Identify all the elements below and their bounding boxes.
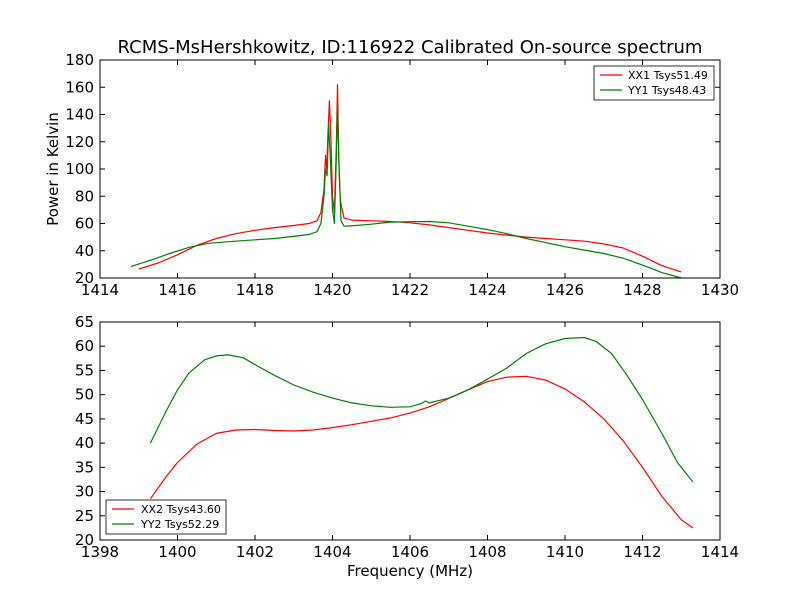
top-x-tick-label-2: 1418 [236, 281, 274, 299]
bottom-y-tick-label-9: 65 [75, 313, 94, 331]
top-x-tick-label-6: 1426 [546, 281, 584, 299]
top-y-tick-label-4: 100 [65, 160, 94, 178]
bottom-x-tick-label-4: 1406 [391, 543, 429, 561]
bottom-y-tick-label-3: 35 [75, 458, 94, 476]
top-axis-ticks: 1414 1416 1418 1420 1422 1424 1426 1428 1430 20 40… [65, 51, 739, 299]
bottom-y-tick-label-0: 20 [75, 531, 94, 549]
bottom-x-tick-label-5: 1408 [468, 543, 506, 561]
bottom-y-tick-label-2: 30 [75, 483, 94, 501]
bottom-legend: XX2 Tsys43.60 YY2 Tsys52.29 [105, 499, 227, 535]
bottom-legend-label-xx2: XX2 Tsys43.60 [141, 503, 221, 516]
bottom-y-tick-label-1: 25 [75, 507, 94, 525]
bottom-legend-label-yy2: YY2 Tsys52.29 [140, 518, 219, 531]
top-x-tick-label-4: 1422 [391, 281, 429, 299]
bottom-y-tick-label-8: 60 [75, 337, 94, 355]
top-x-tick-label-8: 1430 [701, 281, 739, 299]
bottom-x-axis-label: Frequency (MHz) [347, 562, 473, 580]
bottom-x-tick-label-7: 1412 [623, 543, 661, 561]
top-y-tick-label-7: 160 [65, 78, 94, 96]
bottom-x-tick-label-0: 1398 [81, 543, 119, 561]
bottom-y-tick-label-6: 50 [75, 386, 94, 404]
chart-title: RCMS-MsHershkowitz, ID:116922 Calibrated… [118, 37, 703, 58]
bottom-series-line-0 [149, 375, 694, 529]
top-legend-label-yy1: YY1 Tsys48.43 [627, 84, 706, 97]
bottom-x-tick-label-6: 1410 [546, 543, 584, 561]
bottom-axis-ticks: 1398 1400 1402 1404 1406 1408 1410 1412 1414 20 25… [75, 313, 739, 561]
bottom-y-tick-label-4: 40 [75, 434, 94, 452]
top-y-tick-label-5: 120 [65, 133, 94, 151]
bottom-series-lines [149, 336, 694, 529]
top-panel: 1414 1416 1418 1420 1422 1424 1426 1428 1430 20 40… [44, 51, 739, 299]
top-x-tick-label-3: 1420 [313, 281, 351, 299]
top-x-tick-label-1: 1416 [158, 281, 196, 299]
top-legend-box [593, 65, 715, 101]
top-y-tick-label-1: 40 [75, 242, 94, 260]
bottom-y-tick-label-5: 45 [75, 410, 94, 428]
bottom-x-tick-label-3: 1404 [313, 543, 351, 561]
bottom-y-tick-label-7: 55 [75, 361, 94, 379]
top-y-axis-label: Power in Kelvin [44, 112, 62, 226]
top-y-tick-label-0: 20 [75, 269, 94, 287]
top-legend: XX1 Tsys51.49 YY1 Tsys48.43 [593, 65, 715, 101]
bottom-panel: 1398 1400 1402 1404 1406 1408 1410 1412 1414 20 25… [75, 313, 739, 580]
top-y-tick-label-8: 180 [65, 51, 94, 69]
bottom-x-tick-label-8: 1414 [701, 543, 739, 561]
bottom-x-tick-label-1: 1400 [158, 543, 196, 561]
bottom-x-tick-label-2: 1402 [236, 543, 274, 561]
top-legend-label-xx1: XX1 Tsys51.49 [628, 69, 708, 82]
top-y-tick-label-6: 140 [65, 106, 94, 124]
top-x-tick-label-0: 1414 [81, 281, 119, 299]
top-x-tick-label-5: 1424 [468, 281, 506, 299]
bottom-legend-box [105, 499, 227, 535]
top-y-tick-label-3: 80 [75, 187, 94, 205]
top-y-tick-label-2: 60 [75, 215, 94, 233]
top-series-lines [130, 83, 682, 279]
bottom-series-line-1 [149, 336, 694, 483]
top-x-tick-label-7: 1428 [623, 281, 661, 299]
top-series-line-1 [130, 104, 682, 279]
